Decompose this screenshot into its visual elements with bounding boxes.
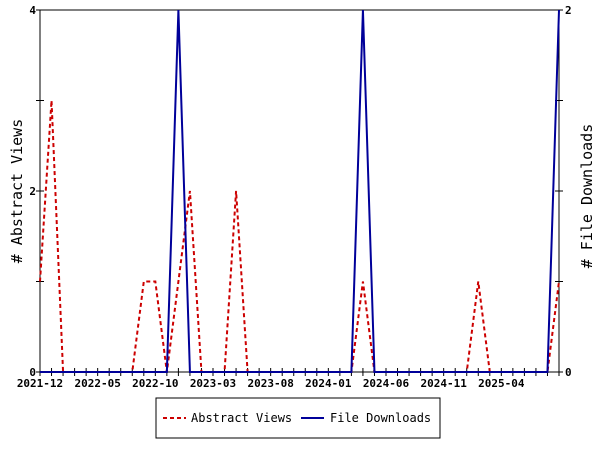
x-tick-label: 2024-06: [363, 377, 410, 390]
series-line-abstract-views: [39, 100, 560, 373]
x-tick-label: 2022-10: [132, 377, 178, 390]
legend-label-abstract-views: Abstract Views: [191, 411, 292, 425]
y-axis-label-right: # File Downloads: [578, 124, 596, 269]
series-line-file-downloads: [40, 9, 560, 373]
x-tick-label: 2024-01: [305, 377, 352, 390]
y-axis-label-left: # Abstract Views: [8, 119, 26, 264]
plot-background: [39, 9, 560, 373]
x-tick-label: 2021-12: [17, 377, 63, 390]
series-layer: [39, 9, 560, 373]
y-tick-label-left: 2: [29, 185, 36, 198]
y-tick-label-left: 0: [29, 366, 36, 379]
y-tick-label-left: 4: [29, 4, 36, 17]
x-tick-label: 2023-03: [190, 377, 236, 390]
legend: Abstract Views File Downloads: [155, 397, 441, 439]
x-tick-label: 2025-04: [478, 377, 525, 390]
x-axis-ticks: 2021-12 2022-05 2022-10 2023-03 2023-08 2024-…: [17, 368, 560, 390]
y-tick-label-right: 2: [565, 4, 572, 17]
legend-box: [155, 397, 441, 439]
x-tick-label: 2023-08: [247, 377, 293, 390]
legend-label-file-downloads: File Downloads: [330, 411, 431, 425]
x-tick-label: 2022-05: [74, 377, 120, 390]
y-tick-label-right: 0: [565, 366, 572, 379]
x-tick-label: 2024-11: [420, 377, 467, 390]
